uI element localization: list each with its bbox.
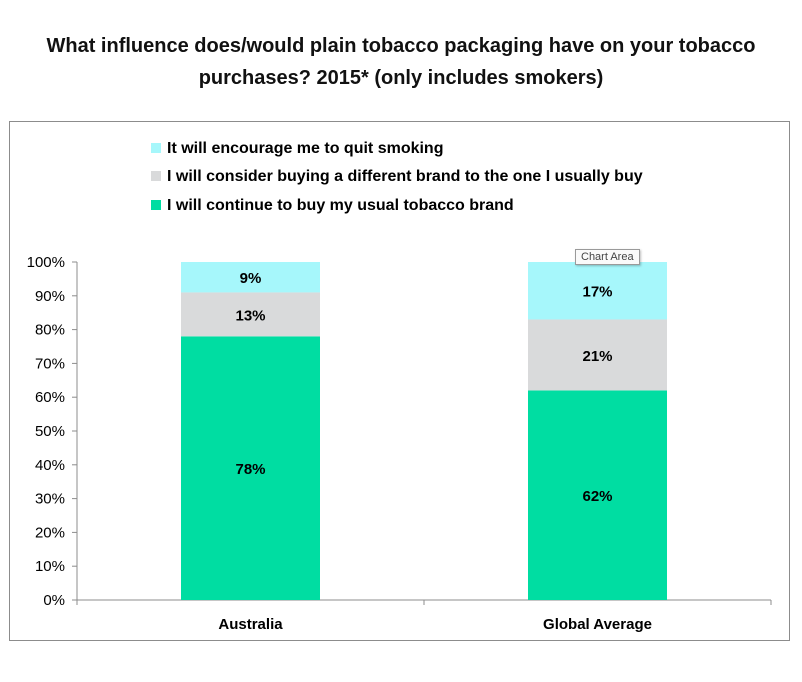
legend-label-consider: I will consider buying a different brand… <box>167 168 643 185</box>
bar-segment <box>181 292 320 337</box>
bar-segment <box>528 262 667 320</box>
bar-segment <box>528 390 667 600</box>
bar-segment <box>528 319 667 391</box>
chart-title: What influence does/would plain tobacco … <box>0 30 802 94</box>
y-tick-label: 80% <box>35 322 65 339</box>
y-tick-label: 0% <box>43 592 65 609</box>
legend-swatch-quit <box>151 142 161 153</box>
legend-item-quit: It will encourage me to quit smoking <box>151 140 443 158</box>
data-label: 21% <box>582 348 612 365</box>
y-tick-label: 50% <box>35 423 65 440</box>
y-tick-label: 10% <box>35 558 65 575</box>
y-tick-label: 40% <box>35 457 65 474</box>
chart-title-line-2: purchases? 2015* (only includes smokers) <box>198 67 604 89</box>
chart-title-line-1: What influence does/would plain tobacco … <box>46 35 756 57</box>
y-tick-label: 90% <box>35 288 65 305</box>
chart-area-tooltip: Chart Area <box>575 249 640 265</box>
y-tick-label: 20% <box>35 524 65 541</box>
data-label: 13% <box>235 307 265 324</box>
legend-swatch-continue <box>151 199 161 210</box>
y-tick-label: 70% <box>35 355 65 372</box>
data-label: 9% <box>240 270 262 287</box>
y-tick-label: 100% <box>27 254 65 271</box>
x-category-label: Global Average <box>543 616 652 633</box>
data-label: 17% <box>582 284 612 301</box>
chart-area[interactable] <box>9 121 790 641</box>
data-label: 62% <box>582 488 612 505</box>
bar-segment <box>181 336 320 600</box>
legend-swatch-consider <box>151 170 161 181</box>
legend-item-continue: I will continue to buy my usual tobacco … <box>151 197 514 215</box>
y-tick-label: 30% <box>35 491 65 508</box>
x-category-label: Australia <box>218 616 283 633</box>
data-label: 78% <box>235 461 265 478</box>
legend-label-continue: I will continue to buy my usual tobacco … <box>167 197 514 214</box>
bar-segment <box>181 262 320 293</box>
y-tick-label: 60% <box>35 389 65 406</box>
legend-item-consider: I will consider buying a different brand… <box>151 168 643 186</box>
legend-label-quit: It will encourage me to quit smoking <box>167 140 444 157</box>
